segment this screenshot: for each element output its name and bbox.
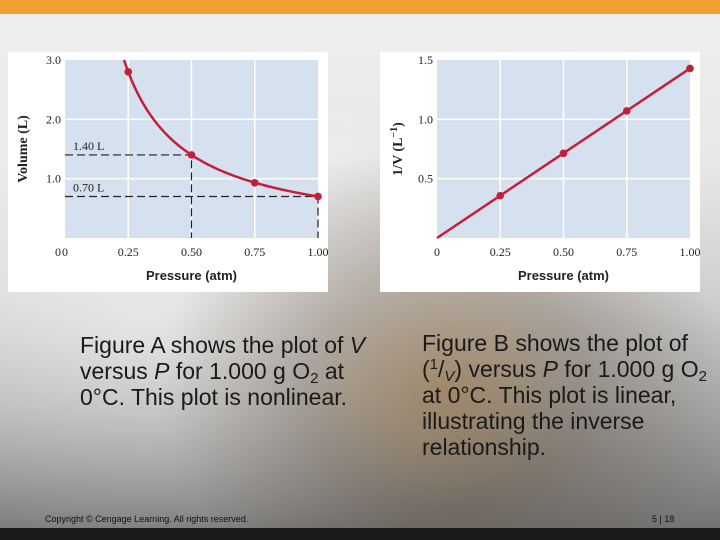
y-axis-title-close: ) [391,122,406,127]
top-accent-bar [0,0,720,14]
x-tick-label: 0.75 [616,245,637,259]
figure-a-caption: Figure A shows the plot of V versus P fo… [80,332,366,410]
annotation-label: 0.70 L [73,180,104,194]
data-point [686,64,694,73]
x-axis-title: Pressure (atm) [146,268,237,283]
x-tick-label: 0 [62,245,68,259]
figure-a-chart: 0 0.25 0.50 0.75 1.00 0 1.0 2.0 3.0 Pressure (atm… [8,52,328,292]
x-axis-title: Pressure (atm) [518,268,609,283]
y-tick-label: 2.0 [46,112,61,126]
y-axis-title: 1/V (L−1) [389,122,406,176]
x-tick-label: 0.50 [553,245,574,259]
copyright-notice: Copyright © Cengage Learning. All rights… [45,514,249,524]
y-tick-label: 1.0 [46,172,61,186]
y-tick-label: 1.5 [418,53,433,67]
y-axis-title-sup: −1 [389,127,400,138]
figure-b-chart: 0 0.25 0.50 0.75 1.00 0.5 1.0 1.5 Pressure (atm)… [380,52,700,292]
annotation-label: 1.40 L [73,139,104,153]
page-number: 5 | 18 [652,514,675,524]
y-tick-label: 3.0 [46,53,61,67]
data-point [314,192,322,201]
data-point [250,179,259,187]
x-tick-label: 1.00 [680,245,701,259]
data-point [187,151,196,159]
x-tick-label: 0 [434,245,440,259]
y-axis-title-main: 1/V (L [391,138,406,176]
data-point [496,191,505,200]
figure-a-svg: 0 0.25 0.50 0.75 1.00 0 1.0 2.0 3.0 Pressure (atm… [16,53,329,283]
data-point [124,68,133,76]
y-tick-label: 0.5 [418,172,433,186]
x-tick-label: 0.25 [118,245,139,259]
figure-b-caption: Figure B shows the plot of (1/V) versus … [422,330,707,460]
x-tick-label: 0.25 [490,245,511,259]
y-axis-title: Volume (L) [16,115,31,183]
data-point [559,149,568,158]
bottom-bar [0,528,720,540]
x-tick-label: 1.00 [308,245,329,259]
y-tick-label: 1.0 [418,112,433,126]
figure-b-svg: 0 0.25 0.50 0.75 1.00 0.5 1.0 1.5 Pressure (atm)… [389,53,701,283]
y-tick-label: 0 [55,245,61,259]
x-tick-label: 0.75 [244,245,265,259]
x-tick-label: 0.50 [181,245,202,259]
data-point [622,107,631,115]
series-curve [122,59,319,198]
